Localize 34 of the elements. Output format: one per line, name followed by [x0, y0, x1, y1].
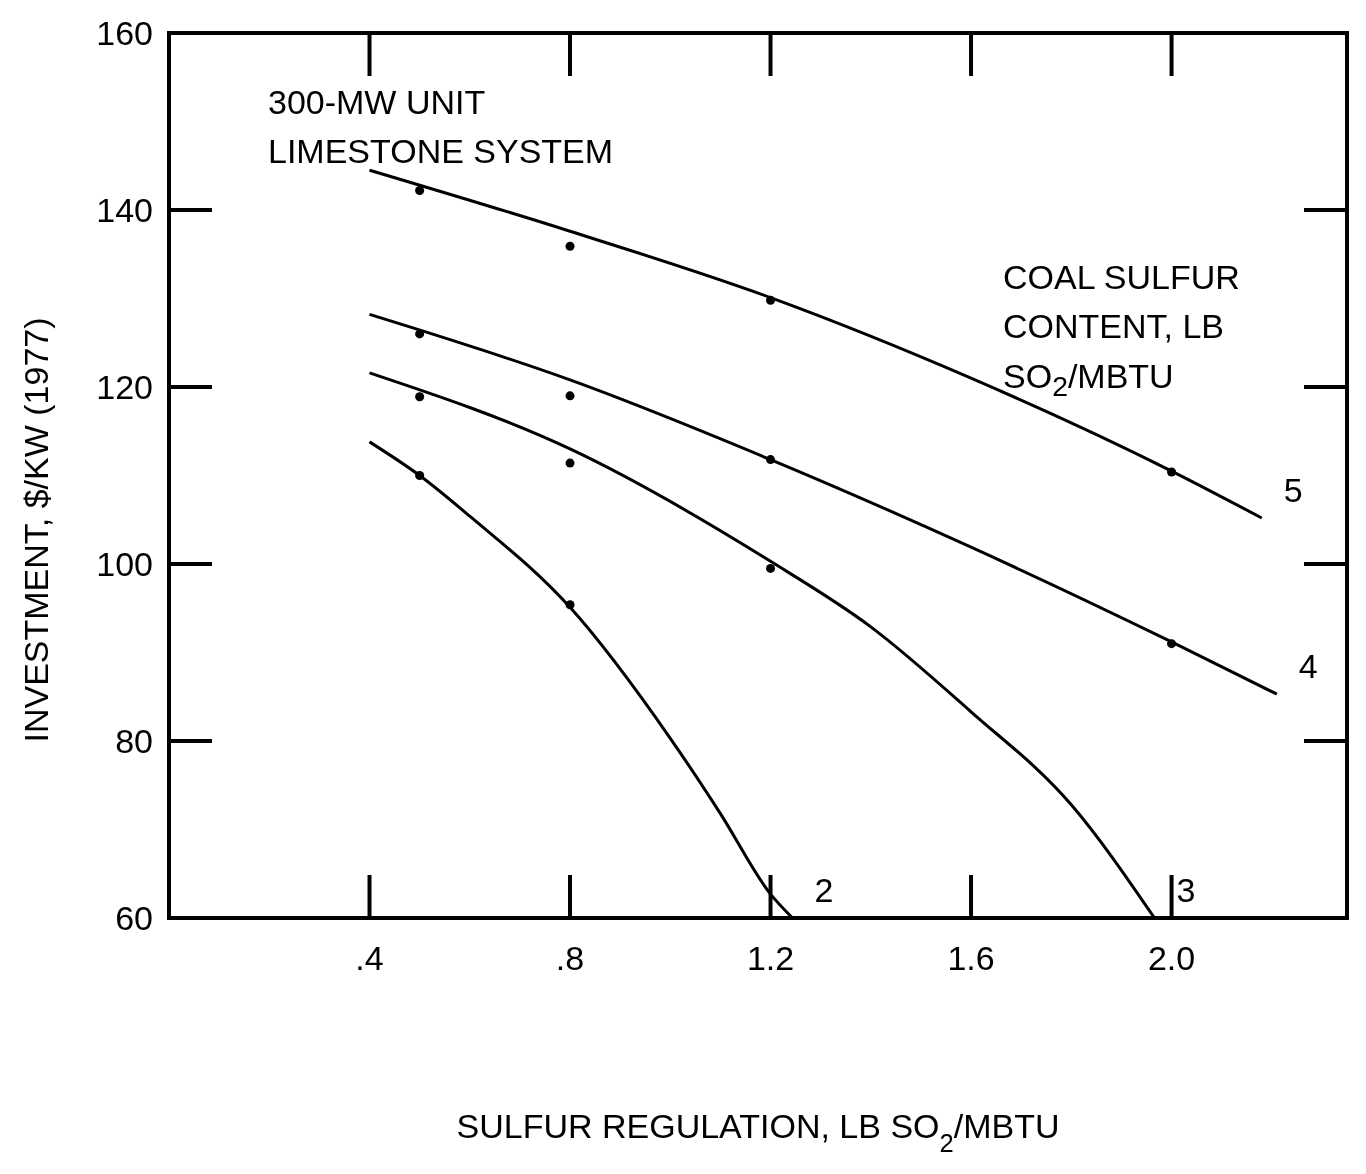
- y-tick-label: 160: [96, 14, 153, 52]
- x-tick-label: 1.6: [947, 939, 995, 977]
- y-tick-label: 120: [96, 368, 153, 406]
- point: [565, 241, 575, 251]
- point: [766, 295, 776, 305]
- point: [565, 458, 575, 468]
- legend-label: 3: [1176, 871, 1196, 909]
- y-tick-label: 140: [96, 191, 153, 229]
- point: [415, 392, 425, 402]
- y-tick-label: 100: [96, 545, 153, 583]
- x-tick-label: 2.0: [1147, 939, 1196, 977]
- x-tick-label: .4: [355, 939, 384, 977]
- series-label: 5: [1283, 470, 1303, 509]
- point: [1167, 639, 1177, 649]
- series-label: 4: [1298, 647, 1318, 686]
- point: [415, 470, 425, 481]
- point: [415, 329, 425, 339]
- x-tick-label: 1.2: [746, 939, 795, 977]
- point: [766, 455, 776, 465]
- legend-label: 2: [814, 871, 834, 909]
- annotation: 300-MW UNIT LIMESTONE SYSTEM: [268, 82, 614, 173]
- line-series: [368, 312, 1279, 696]
- point: [565, 391, 575, 401]
- point: [1167, 467, 1177, 477]
- x-tick-label: .8: [555, 939, 585, 977]
- point: [766, 563, 776, 573]
- y-tick-label: 60: [115, 899, 153, 937]
- x-axis-title: SULFUR REGULATION, LB SO$_{2}$/MBTU: [456, 1107, 1060, 1157]
- point: [415, 186, 425, 196]
- y-tick-label: 80: [115, 722, 153, 760]
- line-series: [368, 168, 1264, 520]
- annotation: COAL SULFUR CONTENT, LB SO$_{2}$/MBTU: [1003, 257, 1240, 404]
- y-axis-title: INVESTMENT, $/KW (1977): [17, 317, 55, 743]
- point: [565, 600, 575, 610]
